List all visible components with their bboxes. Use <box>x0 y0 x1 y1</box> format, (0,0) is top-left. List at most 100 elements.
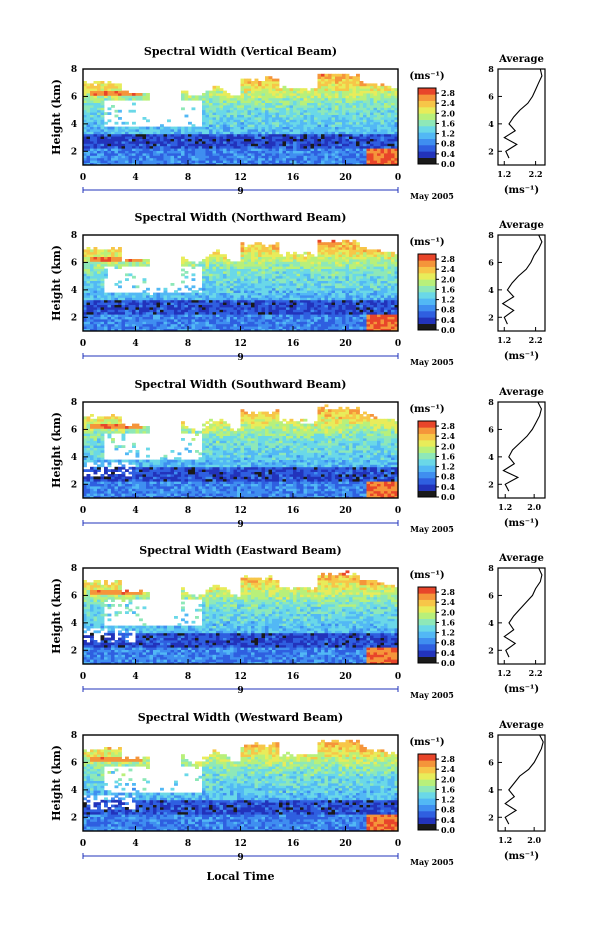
y-tick-label: 8 <box>71 564 77 574</box>
average-x-label: (ms⁻¹) <box>504 518 539 529</box>
colorbar-swatch <box>418 311 436 318</box>
x-tick-label: 4 <box>132 506 138 516</box>
colorbar-tick-label: 2.4 <box>441 98 455 108</box>
colorbar-swatch <box>418 754 436 761</box>
colorbar-swatch <box>418 490 436 498</box>
x-tick-label: 4 <box>132 173 138 183</box>
date-label: May 2005 <box>410 524 454 534</box>
x-tick-label: 8 <box>185 672 191 682</box>
average-x-tick-label: 1.2 <box>497 169 511 179</box>
colorbar-swatch <box>418 823 436 831</box>
colorbar-swatch <box>418 132 436 139</box>
y-axis-label: Height (km) <box>50 412 63 488</box>
average-profile-line <box>504 734 544 825</box>
colorbar-units: (ms⁻¹) <box>409 237 444 248</box>
heatmap-cells <box>83 404 399 499</box>
x-tick-label: 0 <box>395 839 401 849</box>
colorbar-swatch <box>418 459 436 466</box>
colorbar-tick-label: 0.4 <box>441 648 455 658</box>
colorbar-frame <box>417 420 437 498</box>
heatmap-cells <box>83 239 399 332</box>
colorbar-swatch <box>418 798 436 805</box>
average-profile-line <box>501 234 543 325</box>
y-tick-label: 6 <box>71 425 77 435</box>
colorbar-tick-label: 2.8 <box>441 421 455 431</box>
colorbar-swatch <box>418 433 436 441</box>
average-y-tick-label: 6 <box>488 757 494 767</box>
colorbar-swatch <box>418 138 436 146</box>
panel-0: Spectral Width (Vertical Beam)0 4 8 12 16 20 0… <box>50 45 546 201</box>
y-tick-label: 6 <box>71 92 77 102</box>
date-label: May 2005 <box>410 857 454 867</box>
colorbar-swatch <box>418 100 436 108</box>
x-tick-label: 0 <box>395 339 401 349</box>
average-frame <box>497 567 546 665</box>
x-tick-label: 20 <box>339 339 352 349</box>
average-y-tick-label: 6 <box>488 91 494 101</box>
colorbar-swatch <box>418 779 436 786</box>
colorbar-swatch <box>418 88 436 95</box>
day-label: 9 <box>237 520 243 530</box>
average-y-tick-label: 4 <box>488 119 494 129</box>
average-y-tick-label: 6 <box>488 590 494 600</box>
x-tick-label: 12 <box>234 672 247 682</box>
colorbar-swatch <box>418 792 436 799</box>
average-y-tick-label: 2 <box>488 146 494 156</box>
x-tick-label: 12 <box>234 839 247 849</box>
colorbar-swatch <box>418 484 436 491</box>
colorbar-swatch <box>418 266 436 274</box>
x-tick-label: 16 <box>287 173 300 183</box>
average-x-tick-label: 1.2 <box>497 668 511 678</box>
colorbar-swatch <box>418 766 436 774</box>
x-axis-label: Local Time <box>207 870 275 883</box>
colorbar-swatch <box>418 298 436 305</box>
colorbar-tick-label: 2.0 <box>441 108 455 118</box>
colorbar-swatch <box>418 317 436 324</box>
colorbar-swatch <box>418 273 436 280</box>
colorbar-tick-label: 0.4 <box>441 149 455 159</box>
colorbar-units: (ms⁻¹) <box>409 404 444 415</box>
average-y-tick-label: 8 <box>488 64 494 74</box>
colorbar-swatch <box>418 107 436 114</box>
colorbar-tick-label: 0.0 <box>441 325 455 335</box>
average-y-tick-label: 8 <box>488 563 494 573</box>
colorbar-tick-label: 2.0 <box>441 441 455 451</box>
average-y-tick-label: 2 <box>488 645 494 655</box>
average-y-tick-label: 8 <box>488 730 494 740</box>
average-y-tick-label: 2 <box>488 312 494 322</box>
x-tick-label: 4 <box>132 339 138 349</box>
colorbar-swatch <box>418 612 436 619</box>
average-profile-line <box>503 567 543 658</box>
colorbar-tick-label: 0.8 <box>441 139 455 149</box>
panel-1: Spectral Width (Northward Beam)0 4 8 12 16 20… <box>50 211 546 367</box>
colorbar-tick-label: 0.0 <box>441 825 455 835</box>
average-x-tick-label: 2.2 <box>529 335 543 345</box>
colorbar-tick-label: 0.8 <box>441 472 455 482</box>
colorbar-tick-label: 0.4 <box>441 815 455 825</box>
average-x-label: (ms⁻¹) <box>504 185 539 196</box>
y-axis-label: Height (km) <box>50 79 63 155</box>
colorbar-swatch <box>418 471 436 479</box>
colorbar-swatch <box>418 587 436 594</box>
average-x-tick-label: 2.0 <box>527 502 541 512</box>
colorbar-swatch <box>418 279 436 286</box>
colorbar-swatch <box>418 427 436 434</box>
panel-4: Spectral Width (Westward Beam)0 4 8 12 16 20 0… <box>50 711 546 867</box>
y-tick-label: 8 <box>71 231 77 241</box>
x-tick-label: 0 <box>395 672 401 682</box>
heatmap-cells <box>83 739 399 832</box>
colorbar-swatch <box>418 292 436 299</box>
colorbar-units: (ms⁻¹) <box>409 737 444 748</box>
x-tick-label: 0 <box>80 672 86 682</box>
colorbar-tick-label: 2.8 <box>441 754 455 764</box>
colorbar-tick-label: 1.2 <box>441 295 455 305</box>
panel-title: Spectral Width (Vertical Beam) <box>144 45 337 58</box>
colorbar-tick-label: 1.6 <box>441 784 455 794</box>
y-tick-label: 6 <box>71 591 77 601</box>
average-y-tick-label: 8 <box>488 230 494 240</box>
average-frame <box>497 401 546 499</box>
colorbar-tick-label: 1.2 <box>441 462 455 472</box>
colorbar-swatch <box>418 618 436 626</box>
colorbar-tick-label: 0.8 <box>441 805 455 815</box>
average-profile-line <box>502 401 542 492</box>
